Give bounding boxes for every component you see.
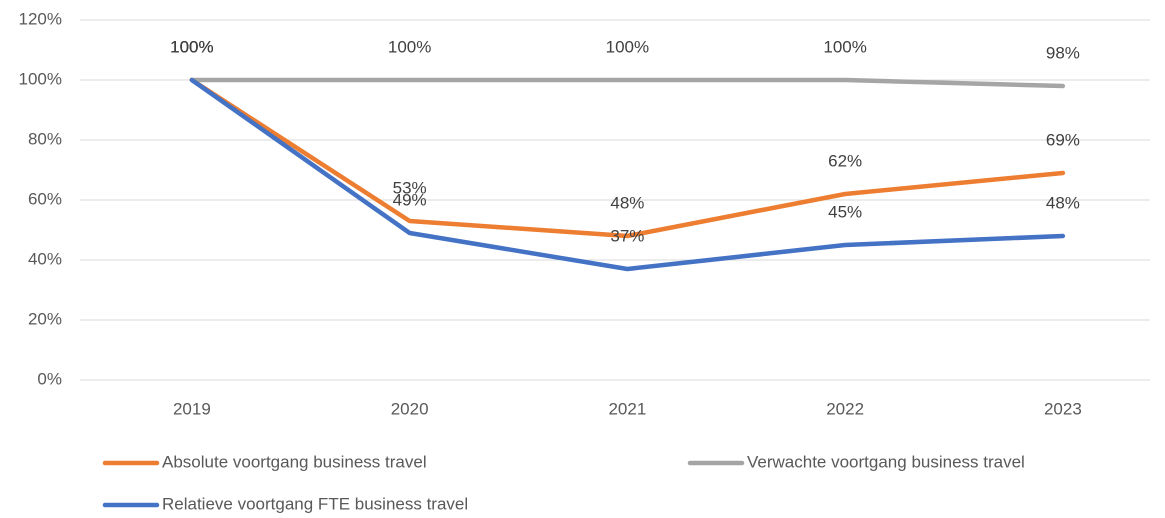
x-tick-label: 2023 bbox=[1044, 399, 1082, 418]
x-tick-label: 2022 bbox=[826, 399, 864, 418]
x-tick-label: 2019 bbox=[173, 399, 211, 418]
y-tick-label: 20% bbox=[28, 309, 62, 328]
legend-label: Verwachte voortgang business travel bbox=[747, 452, 1025, 471]
data-label: 48% bbox=[1046, 193, 1080, 212]
data-label: 53% bbox=[393, 178, 427, 197]
legend-label: Relatieve voortgang FTE business travel bbox=[162, 494, 468, 513]
y-tick-label: 80% bbox=[28, 129, 62, 148]
x-tick-label: 2021 bbox=[608, 399, 646, 418]
series-line bbox=[189, 77, 1066, 272]
y-tick-label: 40% bbox=[28, 249, 62, 268]
x-tick-label: 2020 bbox=[391, 399, 429, 418]
data-label: 100% bbox=[823, 37, 866, 56]
data-label: 62% bbox=[828, 151, 862, 170]
data-label: 100% bbox=[606, 37, 649, 56]
y-tick-label: 100% bbox=[19, 69, 62, 88]
y-tick-label: 120% bbox=[19, 9, 62, 28]
series-line bbox=[189, 77, 1066, 89]
series-line bbox=[189, 77, 1066, 239]
data-label: 49% bbox=[393, 190, 427, 209]
data-label: 100% bbox=[170, 37, 213, 56]
legend-label: Absolute voortgang business travel bbox=[162, 452, 427, 471]
data-label: 98% bbox=[1046, 43, 1080, 62]
y-tick-label: 0% bbox=[37, 369, 62, 388]
data-label: 69% bbox=[1046, 130, 1080, 149]
data-label: 100% bbox=[170, 37, 213, 56]
data-label: 48% bbox=[610, 193, 644, 212]
data-label: 100% bbox=[388, 37, 431, 56]
data-label: 100% bbox=[170, 37, 213, 56]
data-label: 45% bbox=[828, 202, 862, 221]
y-tick-label: 60% bbox=[28, 189, 62, 208]
data-label: 37% bbox=[610, 226, 644, 245]
